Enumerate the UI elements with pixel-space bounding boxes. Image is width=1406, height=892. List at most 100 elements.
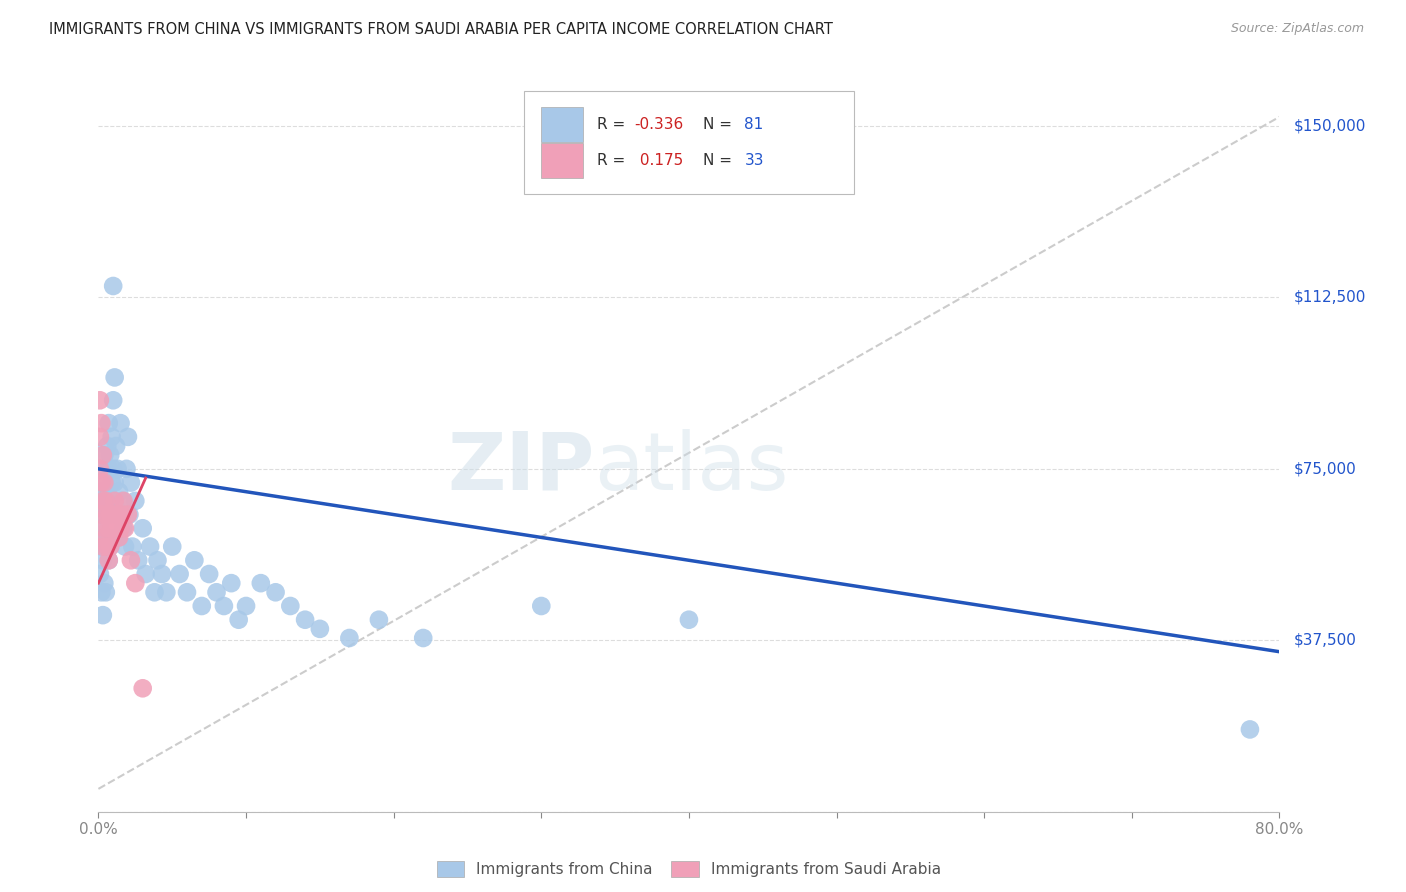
Point <box>412 631 434 645</box>
FancyBboxPatch shape <box>523 91 855 194</box>
Point <box>183 553 205 567</box>
Point <box>118 508 141 522</box>
Point <box>105 508 128 522</box>
Point <box>309 622 332 636</box>
Point <box>235 599 257 613</box>
Point <box>91 553 114 567</box>
Text: 33: 33 <box>744 153 763 169</box>
Point <box>198 567 221 582</box>
Point <box>368 613 391 627</box>
Point <box>135 567 157 582</box>
Point <box>97 508 120 522</box>
Point <box>132 521 155 535</box>
Point <box>124 576 146 591</box>
Point <box>89 393 111 408</box>
Point <box>93 475 115 490</box>
Point <box>124 493 146 508</box>
Point <box>103 508 125 522</box>
Legend: Immigrants from China, Immigrants from Saudi Arabia: Immigrants from China, Immigrants from S… <box>429 854 949 885</box>
Text: -0.336: -0.336 <box>634 117 683 132</box>
Point <box>169 567 191 582</box>
Text: IMMIGRANTS FROM CHINA VS IMMIGRANTS FROM SAUDI ARABIA PER CAPITA INCOME CORRELAT: IMMIGRANTS FROM CHINA VS IMMIGRANTS FROM… <box>49 22 834 37</box>
Point <box>96 508 118 522</box>
Point <box>111 508 134 522</box>
Point <box>107 462 129 476</box>
Point <box>117 508 139 522</box>
Point <box>98 540 121 554</box>
Text: N =: N = <box>703 117 737 132</box>
Point <box>162 540 183 554</box>
Point <box>117 430 139 444</box>
Point <box>90 540 112 554</box>
Point <box>176 585 198 599</box>
Point <box>111 493 134 508</box>
Point <box>98 448 121 462</box>
Point <box>110 521 132 535</box>
Point <box>90 484 112 499</box>
Point <box>1239 723 1261 737</box>
Text: $112,500: $112,500 <box>1294 290 1365 305</box>
Point <box>678 613 700 627</box>
Point <box>100 475 122 490</box>
Point <box>294 613 316 627</box>
Text: ZIP: ZIP <box>447 429 595 507</box>
Point <box>93 493 115 508</box>
Point <box>120 475 142 490</box>
Point <box>108 484 131 499</box>
Point <box>96 439 118 453</box>
Point <box>93 521 115 535</box>
Point <box>108 530 131 544</box>
Point <box>94 530 117 544</box>
Point <box>110 416 132 430</box>
Point <box>228 613 250 627</box>
Point <box>278 599 302 613</box>
Point <box>90 585 112 599</box>
Point <box>93 576 115 591</box>
Point <box>127 553 149 567</box>
Point <box>98 540 121 554</box>
Point <box>105 521 128 535</box>
Point <box>89 567 111 582</box>
Point <box>212 599 235 613</box>
Point <box>97 553 120 567</box>
Point <box>97 553 120 567</box>
Point <box>91 493 114 508</box>
Point <box>97 462 120 476</box>
Point <box>89 521 111 535</box>
Point <box>96 484 118 499</box>
Point <box>97 416 120 430</box>
Point <box>219 576 242 591</box>
Point <box>100 430 122 444</box>
Text: N =: N = <box>703 153 737 169</box>
Point <box>107 508 129 522</box>
Point <box>89 462 111 476</box>
Point <box>91 540 114 554</box>
Point <box>250 576 273 591</box>
Point <box>205 585 228 599</box>
Point <box>121 540 143 554</box>
Text: 81: 81 <box>744 117 763 132</box>
Point <box>93 448 115 462</box>
Point <box>98 508 121 522</box>
Point <box>115 462 138 476</box>
Point <box>139 540 162 554</box>
Point <box>104 475 127 490</box>
Point <box>91 448 114 462</box>
Point <box>91 475 114 490</box>
Point <box>337 631 360 645</box>
Point <box>98 493 121 508</box>
Point <box>155 585 177 599</box>
Point <box>143 585 166 599</box>
Point <box>264 585 287 599</box>
Text: atlas: atlas <box>595 429 789 507</box>
Point <box>93 530 115 544</box>
Point <box>89 430 111 444</box>
Text: $150,000: $150,000 <box>1294 119 1365 134</box>
FancyBboxPatch shape <box>541 107 582 142</box>
Point <box>94 462 117 476</box>
Point <box>104 493 127 508</box>
Text: $75,000: $75,000 <box>1294 461 1357 476</box>
Point <box>114 521 136 535</box>
Text: R =: R = <box>596 153 630 169</box>
Point <box>94 585 117 599</box>
